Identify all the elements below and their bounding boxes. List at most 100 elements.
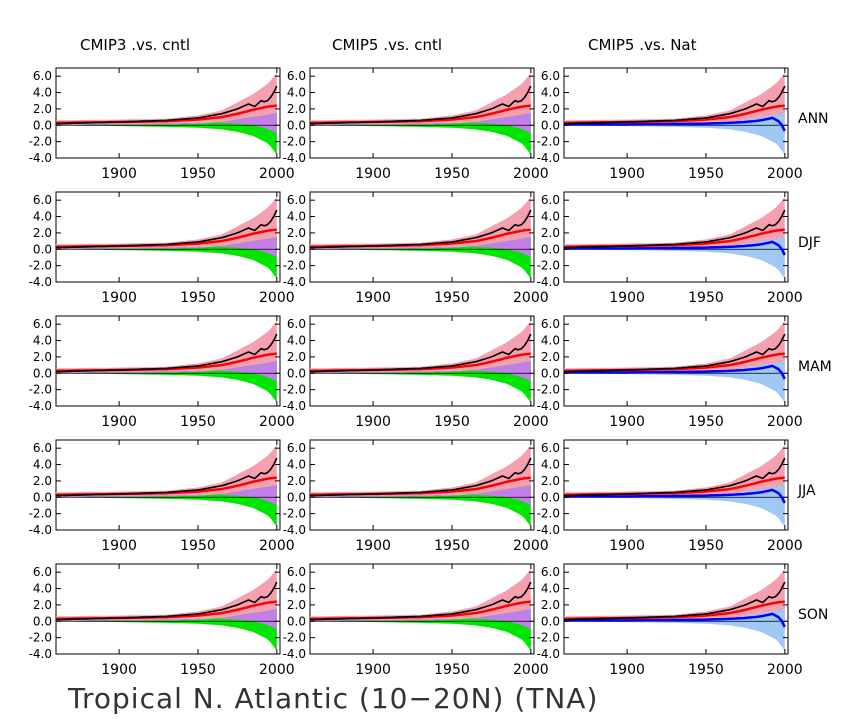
y-tick-label: -4.0: [283, 399, 306, 413]
y-tick-label: 4.0: [33, 210, 52, 224]
panel-grid: 6.0 4.0 2.0 0.0 -2.0 -4.0 1900 1950 2000 6.0 4.0 2.…: [29, 67, 832, 678]
y-tick-label: 2.0: [541, 350, 560, 364]
control-range-band: [56, 361, 277, 403]
y-tick-label: 4.0: [33, 334, 52, 348]
y-tick-label: 0.0: [541, 490, 560, 504]
x-tick-label: 1950: [434, 290, 470, 306]
y-tick-label: -2.0: [537, 259, 560, 273]
x-tick-label: 1900: [355, 414, 391, 430]
y-tick-label: 4.0: [541, 334, 560, 348]
y-tick-label: 6.0: [541, 441, 560, 455]
observed-line: [310, 333, 532, 373]
y-tick-label: -2.0: [283, 507, 306, 521]
y-tick-label: 6.0: [33, 317, 52, 331]
y-tick-label: -4.0: [29, 647, 52, 661]
y-tick-label: 4.0: [287, 334, 306, 348]
column-title: CMIP5 .vs. cntl: [332, 36, 442, 54]
control-range-band: [56, 113, 277, 155]
x-tick-label: 2000: [767, 166, 803, 182]
y-tick-label: 6.0: [33, 69, 52, 83]
x-tick-label: 2000: [259, 290, 295, 306]
y-tick-label: -2.0: [283, 135, 306, 149]
y-tick-label: -4.0: [283, 523, 306, 537]
control-range-band: [310, 361, 531, 403]
observed-line: [310, 209, 532, 249]
control-range-band: [56, 485, 277, 527]
y-tick-label: 6.0: [287, 565, 306, 579]
y-tick-label: 0.0: [33, 490, 52, 504]
y-tick-label: 0.0: [287, 490, 306, 504]
x-tick-label: 1900: [101, 538, 137, 554]
y-tick-label: 4.0: [541, 582, 560, 596]
panel: 6.0 4.0 2.0 0.0 -2.0 -4.0 1900 1950 2000: [29, 563, 295, 678]
y-tick-label: 2.0: [33, 102, 52, 116]
overlap-band: [310, 485, 531, 506]
x-tick-label: 1950: [688, 414, 724, 430]
y-tick-label: 2.0: [287, 474, 306, 488]
y-tick-label: -4.0: [537, 647, 560, 661]
y-tick-label: 4.0: [33, 582, 52, 596]
observed-line: [56, 209, 278, 249]
natural-mean-line: [564, 612, 786, 628]
y-tick-label: 0.0: [541, 614, 560, 628]
forced-range-band: [564, 72, 785, 134]
y-tick-label: 6.0: [287, 69, 306, 83]
y-tick-label: 6.0: [287, 441, 306, 455]
x-tick-label: 1900: [101, 662, 137, 678]
y-tick-label: 0.0: [287, 118, 306, 132]
observed-line: [310, 581, 532, 621]
row-label: MAM: [798, 359, 832, 375]
y-tick-label: 2.0: [287, 350, 306, 364]
observed-line: [564, 85, 786, 125]
y-tick-label: 2.0: [541, 102, 560, 116]
y-tick-label: 2.0: [33, 474, 52, 488]
x-tick-label: 2000: [767, 290, 803, 306]
y-tick-label: 4.0: [33, 86, 52, 100]
y-tick-label: 0.0: [33, 242, 52, 256]
y-tick-label: 4.0: [287, 210, 306, 224]
panel: 6.0 4.0 2.0 0.0 -2.0 -4.0 1900 1950 2000: [29, 439, 295, 554]
x-tick-label: 1950: [434, 166, 470, 182]
panel: 6.0 4.0 2.0 0.0 -2.0 -4.0 1900 1950 2000 MAM: [537, 315, 832, 430]
control-range-band: [310, 113, 531, 155]
y-tick-label: 2.0: [287, 598, 306, 612]
x-tick-label: 1900: [609, 538, 645, 554]
panel: 6.0 4.0 2.0 0.0 -2.0 -4.0 1900 1950 2000: [29, 315, 295, 430]
row-label: SON: [798, 607, 828, 623]
x-tick-label: 1950: [688, 166, 724, 182]
panel: 6.0 4.0 2.0 0.0 -2.0 -4.0 1900 1950 2000: [29, 67, 295, 182]
observed-line: [310, 457, 532, 497]
panel: 6.0 4.0 2.0 0.0 -2.0 -4.0 1900 1950 2000: [283, 67, 549, 182]
panel: 6.0 4.0 2.0 0.0 -2.0 -4.0 1900 1950 2000: [283, 563, 549, 678]
x-tick-label: 2000: [767, 662, 803, 678]
x-tick-label: 1900: [609, 166, 645, 182]
x-tick-label: 2000: [259, 414, 295, 430]
y-tick-label: 2.0: [541, 598, 560, 612]
observed-line: [56, 581, 278, 621]
y-tick-label: 2.0: [541, 474, 560, 488]
y-tick-label: -2.0: [537, 383, 560, 397]
y-tick-label: 0.0: [287, 242, 306, 256]
y-tick-label: 4.0: [287, 582, 306, 596]
forced-range-band: [310, 72, 531, 134]
y-tick-label: 0.0: [541, 242, 560, 256]
panel: 6.0 4.0 2.0 0.0 -2.0 -4.0 1900 1950 2000: [283, 315, 549, 430]
overlap-band: [56, 485, 277, 506]
x-tick-label: 1900: [609, 662, 645, 678]
x-tick-label: 1950: [688, 290, 724, 306]
y-tick-label: 0.0: [33, 118, 52, 132]
overlap-band: [310, 237, 531, 258]
panel: 6.0 4.0 2.0 0.0 -2.0 -4.0 1900 1950 2000 DJF: [537, 191, 821, 306]
y-tick-label: 2.0: [287, 226, 306, 240]
x-tick-label: 2000: [259, 166, 295, 182]
overlap-band: [56, 237, 277, 258]
x-tick-label: 1950: [180, 662, 216, 678]
panel: 6.0 4.0 2.0 0.0 -2.0 -4.0 1900 1950 2000: [283, 191, 549, 306]
y-tick-label: 2.0: [541, 226, 560, 240]
y-tick-label: -2.0: [29, 631, 52, 645]
y-tick-label: -4.0: [537, 523, 560, 537]
forced-range-band: [564, 320, 785, 382]
x-tick-label: 1950: [180, 166, 216, 182]
overlap-band: [310, 609, 531, 630]
control-range-band: [310, 485, 531, 527]
